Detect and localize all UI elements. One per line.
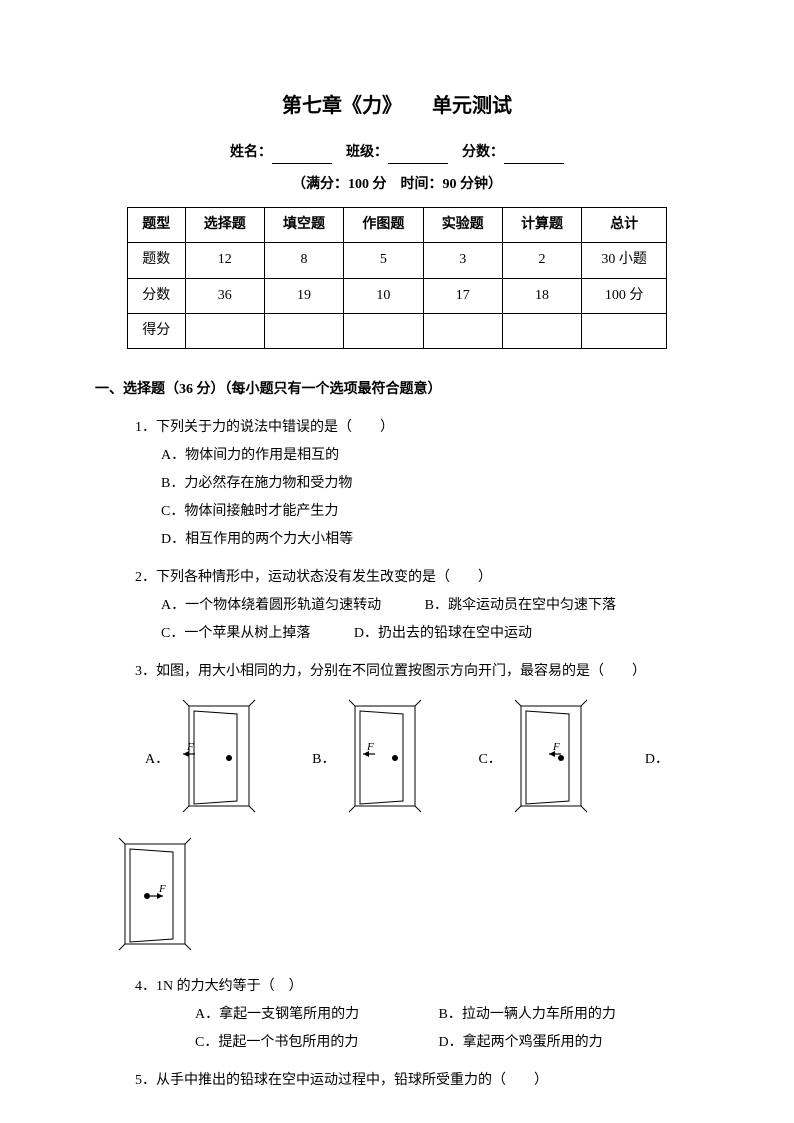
th: 选择题 xyxy=(185,207,264,242)
question-3: 3．如图，用大小相同的力，分别在不同位置按图示方向开门，最容易的是（ ） xyxy=(135,658,699,686)
q4-stem: 4．1N 的力大约等于（ ） xyxy=(135,973,699,1001)
td: 得分 xyxy=(128,313,186,348)
q3-figure-row1: A． F B． xyxy=(145,696,699,824)
time-label: 时间： xyxy=(401,177,443,192)
td: 17 xyxy=(423,278,502,313)
q5-stem: 5．从手中推出的铅球在空中运动过程中，铅球所受重力的（ ） xyxy=(135,1067,699,1095)
class-label: 班级： xyxy=(346,145,388,160)
score-label: 分数： xyxy=(462,145,504,160)
q1-option-d: D．相互作用的两个力大小相等 xyxy=(161,526,699,554)
td: 2 xyxy=(502,243,581,278)
q1-option-b: B．力必然存在施力物和受力物 xyxy=(161,470,699,498)
svg-text:F: F xyxy=(366,741,374,753)
fullscore-value: 100 分 xyxy=(348,177,387,192)
title-part1: 第七章《力》 xyxy=(282,95,402,117)
score-blank[interactable] xyxy=(504,148,564,164)
q4-option-d: D．拿起两个鸡蛋所用的力 xyxy=(439,1029,603,1057)
door-diagram-a: F xyxy=(179,696,259,824)
td: 18 xyxy=(502,278,581,313)
q2-option-c: C．一个苹果从树上掉落 xyxy=(161,620,310,648)
q3-label-c: C． xyxy=(478,749,501,771)
q3-label-b: B． xyxy=(312,749,335,771)
td xyxy=(502,313,581,348)
q2-stem: 2．下列各种情形中，运动状态没有发生改变的是（ ） xyxy=(135,564,699,592)
th: 题型 xyxy=(128,207,186,242)
door-diagram-c: F xyxy=(511,696,591,824)
page-title: 第七章《力》 单元测试 xyxy=(95,90,699,122)
td xyxy=(423,313,502,348)
td: 36 xyxy=(185,278,264,313)
svg-text:F: F xyxy=(552,741,560,753)
score-table: 题型 选择题 填空题 作图题 实验题 计算题 总计 题数 12 8 5 3 2 … xyxy=(127,207,667,350)
name-blank[interactable] xyxy=(272,148,332,164)
td: 100 分 xyxy=(582,278,667,313)
meta-line: （满分：100 分 时间：90 分钟） xyxy=(95,174,699,196)
td: 3 xyxy=(423,243,502,278)
class-blank[interactable] xyxy=(388,148,448,164)
q3-label-d: D． xyxy=(645,749,669,771)
q3-stem: 3．如图，用大小相同的力，分别在不同位置按图示方向开门，最容易的是（ ） xyxy=(135,658,699,686)
table-row-score: 分数 36 19 10 17 18 100 分 xyxy=(128,278,667,313)
th: 实验题 xyxy=(423,207,502,242)
td: 5 xyxy=(344,243,423,278)
title-part2: 单元测试 xyxy=(432,95,512,117)
time-value: 90 分钟） xyxy=(443,177,503,192)
td: 10 xyxy=(344,278,423,313)
door-diagram-b: F xyxy=(345,696,425,824)
td: 19 xyxy=(264,278,343,313)
student-info-line: 姓名： 班级： 分数： xyxy=(95,142,699,164)
q4-option-a: A．拿起一支钢笔所用的力 xyxy=(195,1001,395,1029)
q1-stem: 1．下列关于力的说法中错误的是（ ） xyxy=(135,414,699,442)
q2-option-d: D．扔出去的铅球在空中运动 xyxy=(354,620,532,648)
q4-option-b: B．拉动一辆人力车所用的力 xyxy=(439,1001,616,1029)
td xyxy=(185,313,264,348)
question-5: 5．从手中推出的铅球在空中运动过程中，铅球所受重力的（ ） xyxy=(135,1067,699,1095)
q4-option-c: C．提起一个书包所用的力 xyxy=(195,1029,395,1057)
q1-option-c: C．物体间接触时才能产生力 xyxy=(161,498,699,526)
q1-option-a: A．物体间力的作用是相互的 xyxy=(161,442,699,470)
q3-label-a: A． xyxy=(145,749,169,771)
table-row-got: 得分 xyxy=(128,313,667,348)
q2-option-b: B．跳伞运动员在空中匀速下落 xyxy=(425,592,616,620)
fullscore-label: （满分： xyxy=(292,177,348,192)
q3-figure-row2: F xyxy=(115,834,699,962)
svg-text:F: F xyxy=(186,741,194,753)
td xyxy=(344,313,423,348)
th: 填空题 xyxy=(264,207,343,242)
th: 作图题 xyxy=(344,207,423,242)
td xyxy=(264,313,343,348)
td: 分数 xyxy=(128,278,186,313)
svg-text:F: F xyxy=(158,883,166,895)
question-2: 2．下列各种情形中，运动状态没有发生改变的是（ ） A．一个物体绕着圆形轨道匀速… xyxy=(135,564,699,648)
question-4: 4．1N 的力大约等于（ ） A．拿起一支钢笔所用的力 B．拉动一辆人力车所用的… xyxy=(135,973,699,1057)
question-1: 1．下列关于力的说法中错误的是（ ） A．物体间力的作用是相互的 B．力必然存在… xyxy=(135,414,699,554)
name-label: 姓名： xyxy=(230,145,272,160)
td: 30 小题 xyxy=(582,243,667,278)
section1-header: 一、选择题（36 分）（每小题只有一个选项最符合题意） xyxy=(95,379,699,401)
th: 总计 xyxy=(582,207,667,242)
td xyxy=(582,313,667,348)
td: 题数 xyxy=(128,243,186,278)
table-row-header: 题型 选择题 填空题 作图题 实验题 计算题 总计 xyxy=(128,207,667,242)
td: 12 xyxy=(185,243,264,278)
th: 计算题 xyxy=(502,207,581,242)
td: 8 xyxy=(264,243,343,278)
table-row-count: 题数 12 8 5 3 2 30 小题 xyxy=(128,243,667,278)
q2-option-a: A．一个物体绕着圆形轨道匀速转动 xyxy=(161,592,381,620)
door-diagram-d: F xyxy=(115,834,195,962)
